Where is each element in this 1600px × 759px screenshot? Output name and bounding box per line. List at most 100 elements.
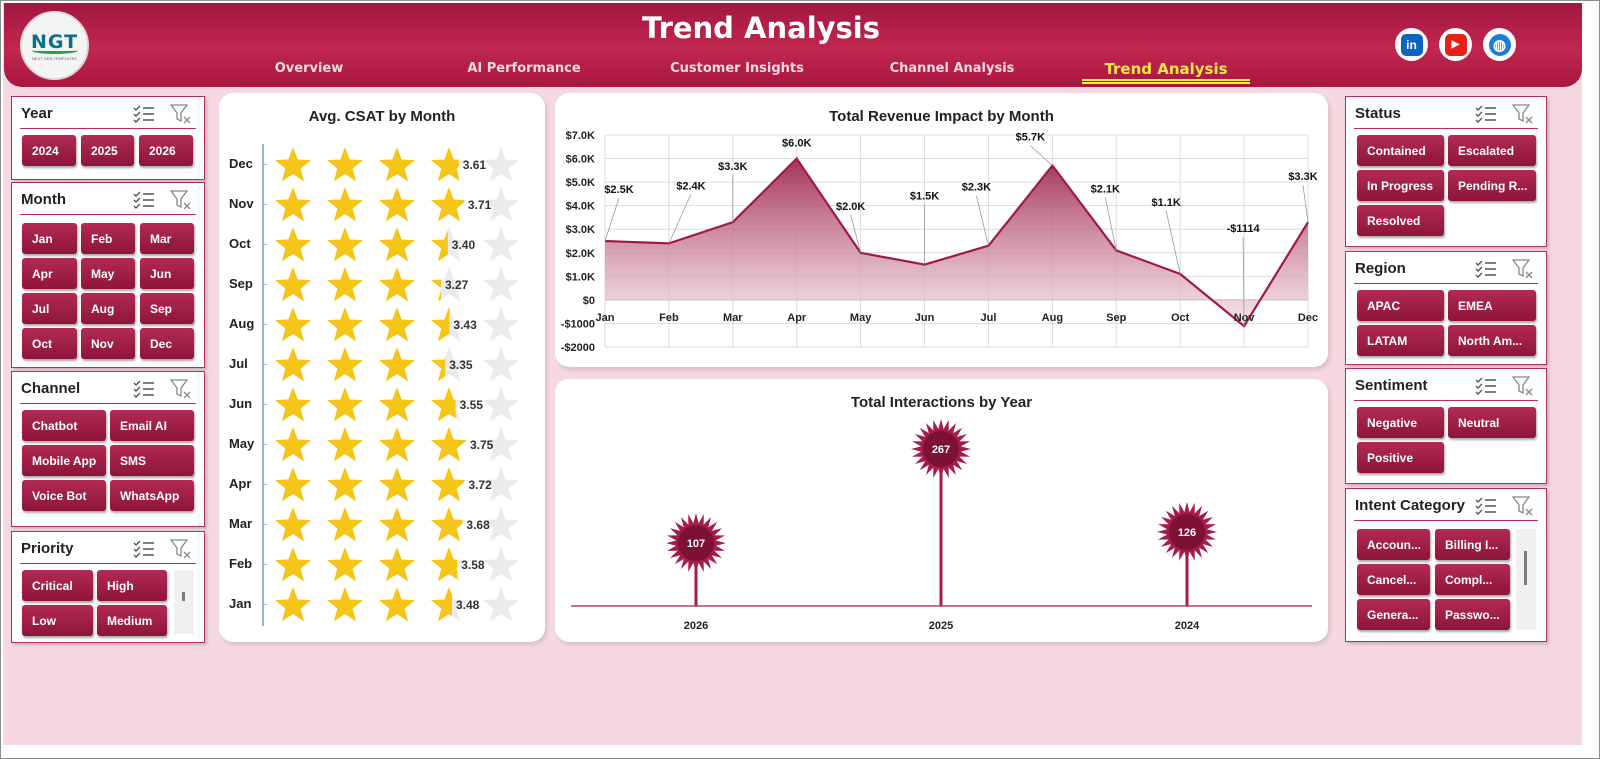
- youtube-button[interactable]: ▶: [1439, 28, 1472, 61]
- scrollbar-thumb[interactable]: [182, 592, 185, 601]
- axis-tick: [262, 484, 267, 485]
- filter-intent-general[interactable]: Genera...: [1357, 599, 1430, 630]
- filter-status-resolved[interactable]: Resolved: [1357, 205, 1444, 236]
- star-rating-row: [274, 427, 520, 462]
- multi-select-icon[interactable]: [133, 540, 155, 558]
- filter-year-2024[interactable]: 2024: [22, 135, 76, 166]
- star-empty: [482, 307, 520, 342]
- year-axis-label: 2026: [684, 620, 708, 632]
- filter-month-jun[interactable]: Jun: [140, 258, 194, 289]
- filter-region-apac[interactable]: APAC: [1357, 290, 1444, 321]
- multi-select-icon[interactable]: [133, 191, 155, 209]
- star-filled: [274, 467, 312, 502]
- filter-channel-sms[interactable]: SMS: [110, 445, 194, 476]
- filter-status-escalated[interactable]: Escalated: [1448, 135, 1536, 166]
- filter-month-jan[interactable]: Jan: [22, 223, 77, 254]
- filter-intent-cancel[interactable]: Cancel...: [1357, 564, 1430, 595]
- clear-filter-icon[interactable]: [170, 379, 192, 399]
- filter-priority-critical[interactable]: Critical: [22, 570, 93, 601]
- filter-month-dec[interactable]: Dec: [140, 328, 194, 359]
- tab-channel-analysis[interactable]: Channel Analysis: [889, 61, 1015, 76]
- logo-swoosh: [31, 47, 78, 54]
- filter-month-may[interactable]: May: [81, 258, 135, 289]
- multi-select-icon[interactable]: [133, 105, 155, 123]
- filter-sentiment-negative[interactable]: Negative: [1357, 407, 1444, 438]
- multi-select-icon[interactable]: [1475, 260, 1497, 278]
- star-rating-row: [274, 587, 520, 622]
- slicer-title: Status: [1355, 105, 1401, 122]
- csat-value-label: 3.48: [456, 598, 480, 612]
- clear-filter-icon[interactable]: [170, 104, 192, 124]
- star-filled: [326, 507, 364, 542]
- clear-filter-icon[interactable]: [1512, 376, 1534, 396]
- filter-region-north-america[interactable]: North Am...: [1448, 325, 1536, 356]
- tab-ai-performance[interactable]: AI Performance: [467, 61, 581, 76]
- tab-customer-insights[interactable]: Customer Insights: [670, 61, 804, 76]
- filter-year-2026[interactable]: 2026: [139, 135, 193, 166]
- star-filled: [274, 227, 312, 262]
- filter-priority-low[interactable]: Low: [22, 605, 93, 636]
- filter-month-sep[interactable]: Sep: [140, 293, 194, 324]
- slicer-channel: Channel Chatbot Email AI Mobile App SMS …: [11, 371, 205, 527]
- filter-priority-medium[interactable]: Medium: [97, 605, 167, 636]
- website-button[interactable]: ◍: [1483, 28, 1516, 61]
- filter-region-latam[interactable]: LATAM: [1357, 325, 1444, 356]
- filter-sentiment-positive[interactable]: Positive: [1357, 442, 1444, 473]
- filter-channel-mobile-app[interactable]: Mobile App: [22, 445, 106, 476]
- linkedin-button[interactable]: in: [1395, 28, 1428, 61]
- star-rating-row: [274, 547, 520, 582]
- csat-value-label: 3.40: [451, 238, 476, 252]
- priority-scrollbar[interactable]: [174, 570, 194, 634]
- filter-sentiment-neutral[interactable]: Neutral: [1448, 407, 1536, 438]
- category-axis-line: [262, 144, 264, 626]
- y-axis-tick-label: $1.0K: [566, 271, 595, 283]
- multi-select-icon[interactable]: [133, 380, 155, 398]
- filter-intent-password[interactable]: Passwo...: [1435, 599, 1510, 630]
- revenue-data-label: $6.0K: [782, 138, 811, 150]
- filter-region-emea[interactable]: EMEA: [1448, 290, 1536, 321]
- leader-line: [1165, 210, 1181, 275]
- filter-intent-billing[interactable]: Billing I...: [1435, 529, 1510, 560]
- clear-filter-icon[interactable]: [1512, 259, 1534, 279]
- filter-month-mar[interactable]: Mar: [140, 223, 194, 254]
- star-rating-row: [274, 267, 520, 302]
- filter-month-apr[interactable]: Apr: [22, 258, 77, 289]
- multi-select-icon[interactable]: [1475, 105, 1497, 123]
- revenue-data-label: $1.1K: [1152, 197, 1181, 209]
- filter-channel-email-ai[interactable]: Email AI: [110, 410, 194, 441]
- star-rating-row: [274, 347, 520, 382]
- filter-channel-chatbot[interactable]: Chatbot: [22, 410, 106, 441]
- clear-filter-icon[interactable]: [1512, 104, 1534, 124]
- filter-status-pending[interactable]: Pending R...: [1448, 170, 1536, 201]
- clear-filter-icon[interactable]: [1512, 496, 1534, 516]
- star-filled: [274, 307, 312, 342]
- filter-month-feb[interactable]: Feb: [81, 223, 135, 254]
- filter-status-in-progress[interactable]: In Progress: [1357, 170, 1444, 201]
- filter-month-oct[interactable]: Oct: [22, 328, 77, 359]
- filter-channel-voice-bot[interactable]: Voice Bot: [22, 480, 106, 511]
- filter-month-aug[interactable]: Aug: [81, 293, 135, 324]
- star-filled: [378, 467, 416, 502]
- axis-tick: [262, 204, 267, 205]
- clear-filter-icon[interactable]: [170, 539, 192, 559]
- filter-status-contained[interactable]: Contained: [1357, 135, 1444, 166]
- scrollbar-thumb[interactable]: [1524, 551, 1527, 585]
- filter-priority-high[interactable]: High: [97, 570, 167, 601]
- filter-month-nov[interactable]: Nov: [81, 328, 135, 359]
- slicer-divider: [1354, 128, 1538, 129]
- slicer-title: Sentiment: [1355, 377, 1428, 394]
- filter-intent-complaint[interactable]: Compl...: [1435, 564, 1510, 595]
- filter-year-2025[interactable]: 2025: [81, 135, 134, 166]
- clear-filter-icon[interactable]: [170, 190, 192, 210]
- intent-scrollbar[interactable]: [1516, 529, 1536, 630]
- slicer-divider: [1354, 520, 1538, 521]
- filter-month-jul[interactable]: Jul: [22, 293, 77, 324]
- filter-channel-whatsapp[interactable]: WhatsApp: [110, 480, 194, 511]
- tab-overview[interactable]: Overview: [274, 61, 344, 76]
- multi-select-icon[interactable]: [1475, 377, 1497, 395]
- tab-trend-analysis[interactable]: Trend Analysis: [1104, 60, 1228, 78]
- filter-intent-account[interactable]: Accoun...: [1357, 529, 1430, 560]
- multi-select-icon[interactable]: [1475, 497, 1497, 515]
- y-axis-tick-label: $6.0K: [566, 154, 595, 166]
- star-empty: [482, 387, 520, 422]
